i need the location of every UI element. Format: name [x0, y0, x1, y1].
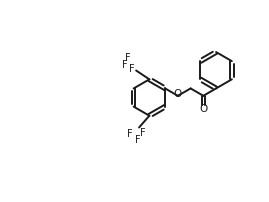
Text: F: F	[129, 64, 134, 74]
Text: F: F	[135, 135, 140, 144]
Text: F: F	[125, 53, 130, 63]
Text: O: O	[199, 104, 207, 114]
Text: F: F	[140, 128, 146, 138]
Text: O: O	[173, 89, 182, 99]
Text: F: F	[122, 60, 128, 70]
Text: F: F	[127, 129, 133, 139]
